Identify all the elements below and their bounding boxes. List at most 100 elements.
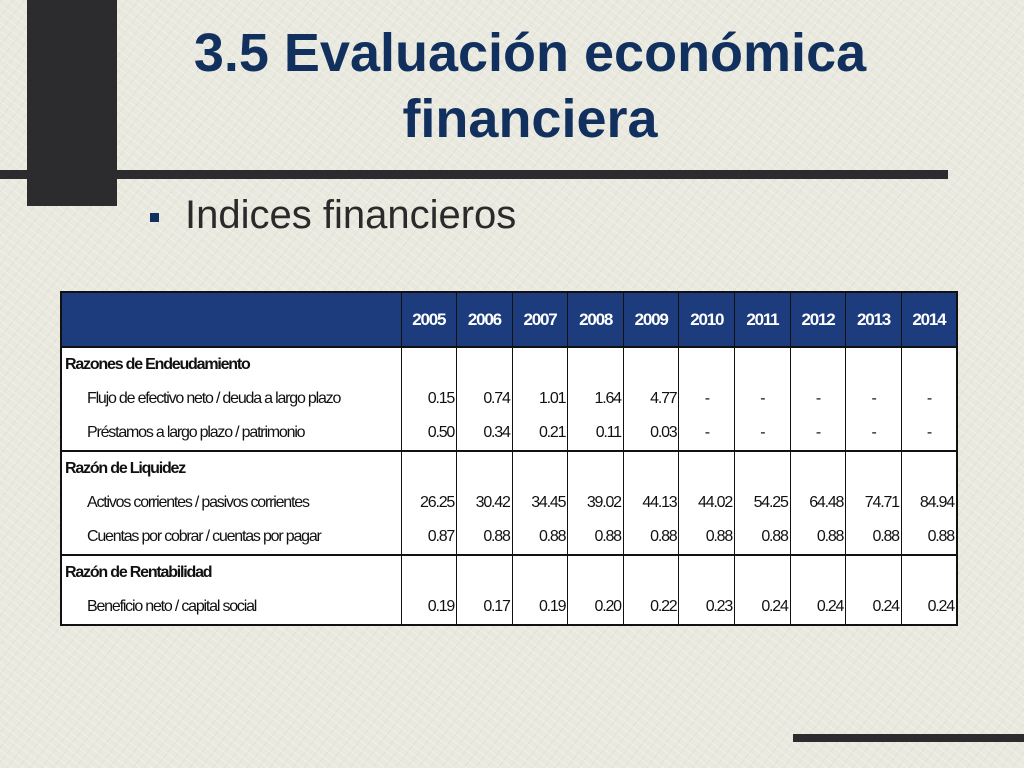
year-header: 2009 [622, 292, 679, 347]
table-row: Cuentas por cobrar / cuentas por pagar 0.… [61, 520, 957, 555]
year-header: 2007 [511, 292, 568, 347]
empty-cell [845, 554, 902, 590]
bullet-text: Indices financieros [185, 193, 517, 237]
value-cell: 0.74 [456, 382, 513, 416]
value-cell: - [678, 382, 735, 416]
value-cell: 64.48 [789, 486, 846, 520]
value-cell: 0.15 [400, 382, 457, 416]
year-header: 2010 [678, 292, 735, 347]
value-cell: - [900, 416, 957, 451]
empty-cell [734, 346, 791, 382]
value-cell: - [734, 416, 791, 451]
value-cell: 4.77 [622, 382, 679, 416]
page-title: 3.5 Evaluación económica financiera [193, 23, 867, 149]
header-blank-cell [61, 292, 401, 347]
year-header: 2014 [900, 292, 957, 347]
empty-cell [678, 554, 735, 590]
value-cell: 0.23 [678, 590, 735, 625]
row-label: Cuentas por cobrar / cuentas por pagar [87, 528, 322, 545]
section-title: Razón de Liquidez [61, 450, 401, 486]
table-row: Activos corrientes / pasivos corrientes 2… [61, 486, 957, 520]
value-cell: 54.25 [734, 486, 791, 520]
title-underline-rule [0, 170, 948, 179]
row-label: Beneficio neto / capital social [87, 598, 257, 615]
year-header: 2005 [400, 292, 457, 347]
value-cell: 0.20 [567, 590, 624, 625]
value-cell: 0.87 [400, 520, 457, 555]
value-cell: 0.50 [400, 416, 457, 451]
value-cell: 0.88 [734, 520, 791, 555]
value-cell: 0.24 [789, 590, 846, 625]
empty-cell [456, 346, 513, 382]
empty-cell [789, 346, 846, 382]
value-cell: 0.03 [622, 416, 679, 451]
section-header-row: Razón de Liquidez [61, 450, 957, 486]
empty-cell [400, 554, 457, 590]
row-label: Activos corrientes / pasivos corrientes [87, 494, 310, 511]
section-title: Razones de Endeudamiento [61, 346, 401, 382]
value-cell: - [900, 382, 957, 416]
value-cell: 1.01 [511, 382, 568, 416]
empty-cell [456, 450, 513, 486]
empty-cell [622, 346, 679, 382]
value-cell: 0.88 [456, 520, 513, 555]
value-cell: 0.19 [511, 590, 568, 625]
section-header-row: Razones de Endeudamiento [61, 346, 957, 382]
value-cell: 84.94 [900, 486, 957, 520]
value-cell: 0.19 [400, 590, 457, 625]
value-cell: 39.02 [567, 486, 624, 520]
empty-cell [678, 450, 735, 486]
row-label: Préstamos a largo plazo / patrimonio [87, 424, 306, 441]
value-cell: 74.71 [845, 486, 902, 520]
section-title: Razón de Rentabilidad [61, 554, 401, 590]
value-cell: 0.88 [678, 520, 735, 555]
value-cell: 30.42 [456, 486, 513, 520]
value-cell: 0.21 [511, 416, 568, 451]
footer-rule [793, 734, 1024, 742]
table-row: Préstamos a largo plazo / patrimonio 0.50… [61, 416, 957, 451]
year-header: 2006 [456, 292, 513, 347]
value-cell: - [789, 382, 846, 416]
empty-cell [622, 554, 679, 590]
empty-cell [900, 450, 957, 486]
year-header: 2013 [845, 292, 902, 347]
empty-cell [622, 450, 679, 486]
value-cell: 1.64 [567, 382, 624, 416]
empty-cell [845, 346, 902, 382]
value-cell: 0.88 [789, 520, 846, 555]
empty-cell [734, 554, 791, 590]
value-cell: 0.24 [900, 590, 957, 625]
empty-cell [456, 554, 513, 590]
empty-cell [567, 346, 624, 382]
empty-cell [511, 450, 568, 486]
value-cell: 44.02 [678, 486, 735, 520]
table-row: Beneficio neto / capital social 0.19 0.17 0… [61, 590, 957, 625]
value-cell: - [845, 416, 902, 451]
empty-cell [511, 346, 568, 382]
value-cell: 0.34 [456, 416, 513, 451]
empty-cell [734, 450, 791, 486]
empty-cell [789, 450, 846, 486]
value-cell: - [789, 416, 846, 451]
section-header-row: Razón de Rentabilidad [61, 554, 957, 590]
value-cell: 0.17 [456, 590, 513, 625]
value-cell: 0.88 [622, 520, 679, 555]
table-row: Flujo de efectivo neto / deuda a largo p… [61, 382, 957, 416]
empty-cell [900, 346, 957, 382]
bullet-item: Indices financieros [150, 193, 516, 238]
value-cell: 44.13 [622, 486, 679, 520]
value-cell: - [734, 382, 791, 416]
value-cell: - [678, 416, 735, 451]
empty-cell [400, 450, 457, 486]
financial-ratios-table: 2005 2006 2007 2008 2009 2010 2011 2012 … [60, 291, 958, 626]
year-header: 2011 [734, 292, 791, 347]
empty-cell [567, 450, 624, 486]
value-cell: 0.88 [845, 520, 902, 555]
value-cell: 0.88 [511, 520, 568, 555]
empty-cell [845, 450, 902, 486]
empty-cell [511, 554, 568, 590]
square-bullet-icon [150, 213, 159, 222]
value-cell: - [845, 382, 902, 416]
row-label: Flujo de efectivo neto / deuda a largo p… [87, 390, 341, 407]
empty-cell [900, 554, 957, 590]
